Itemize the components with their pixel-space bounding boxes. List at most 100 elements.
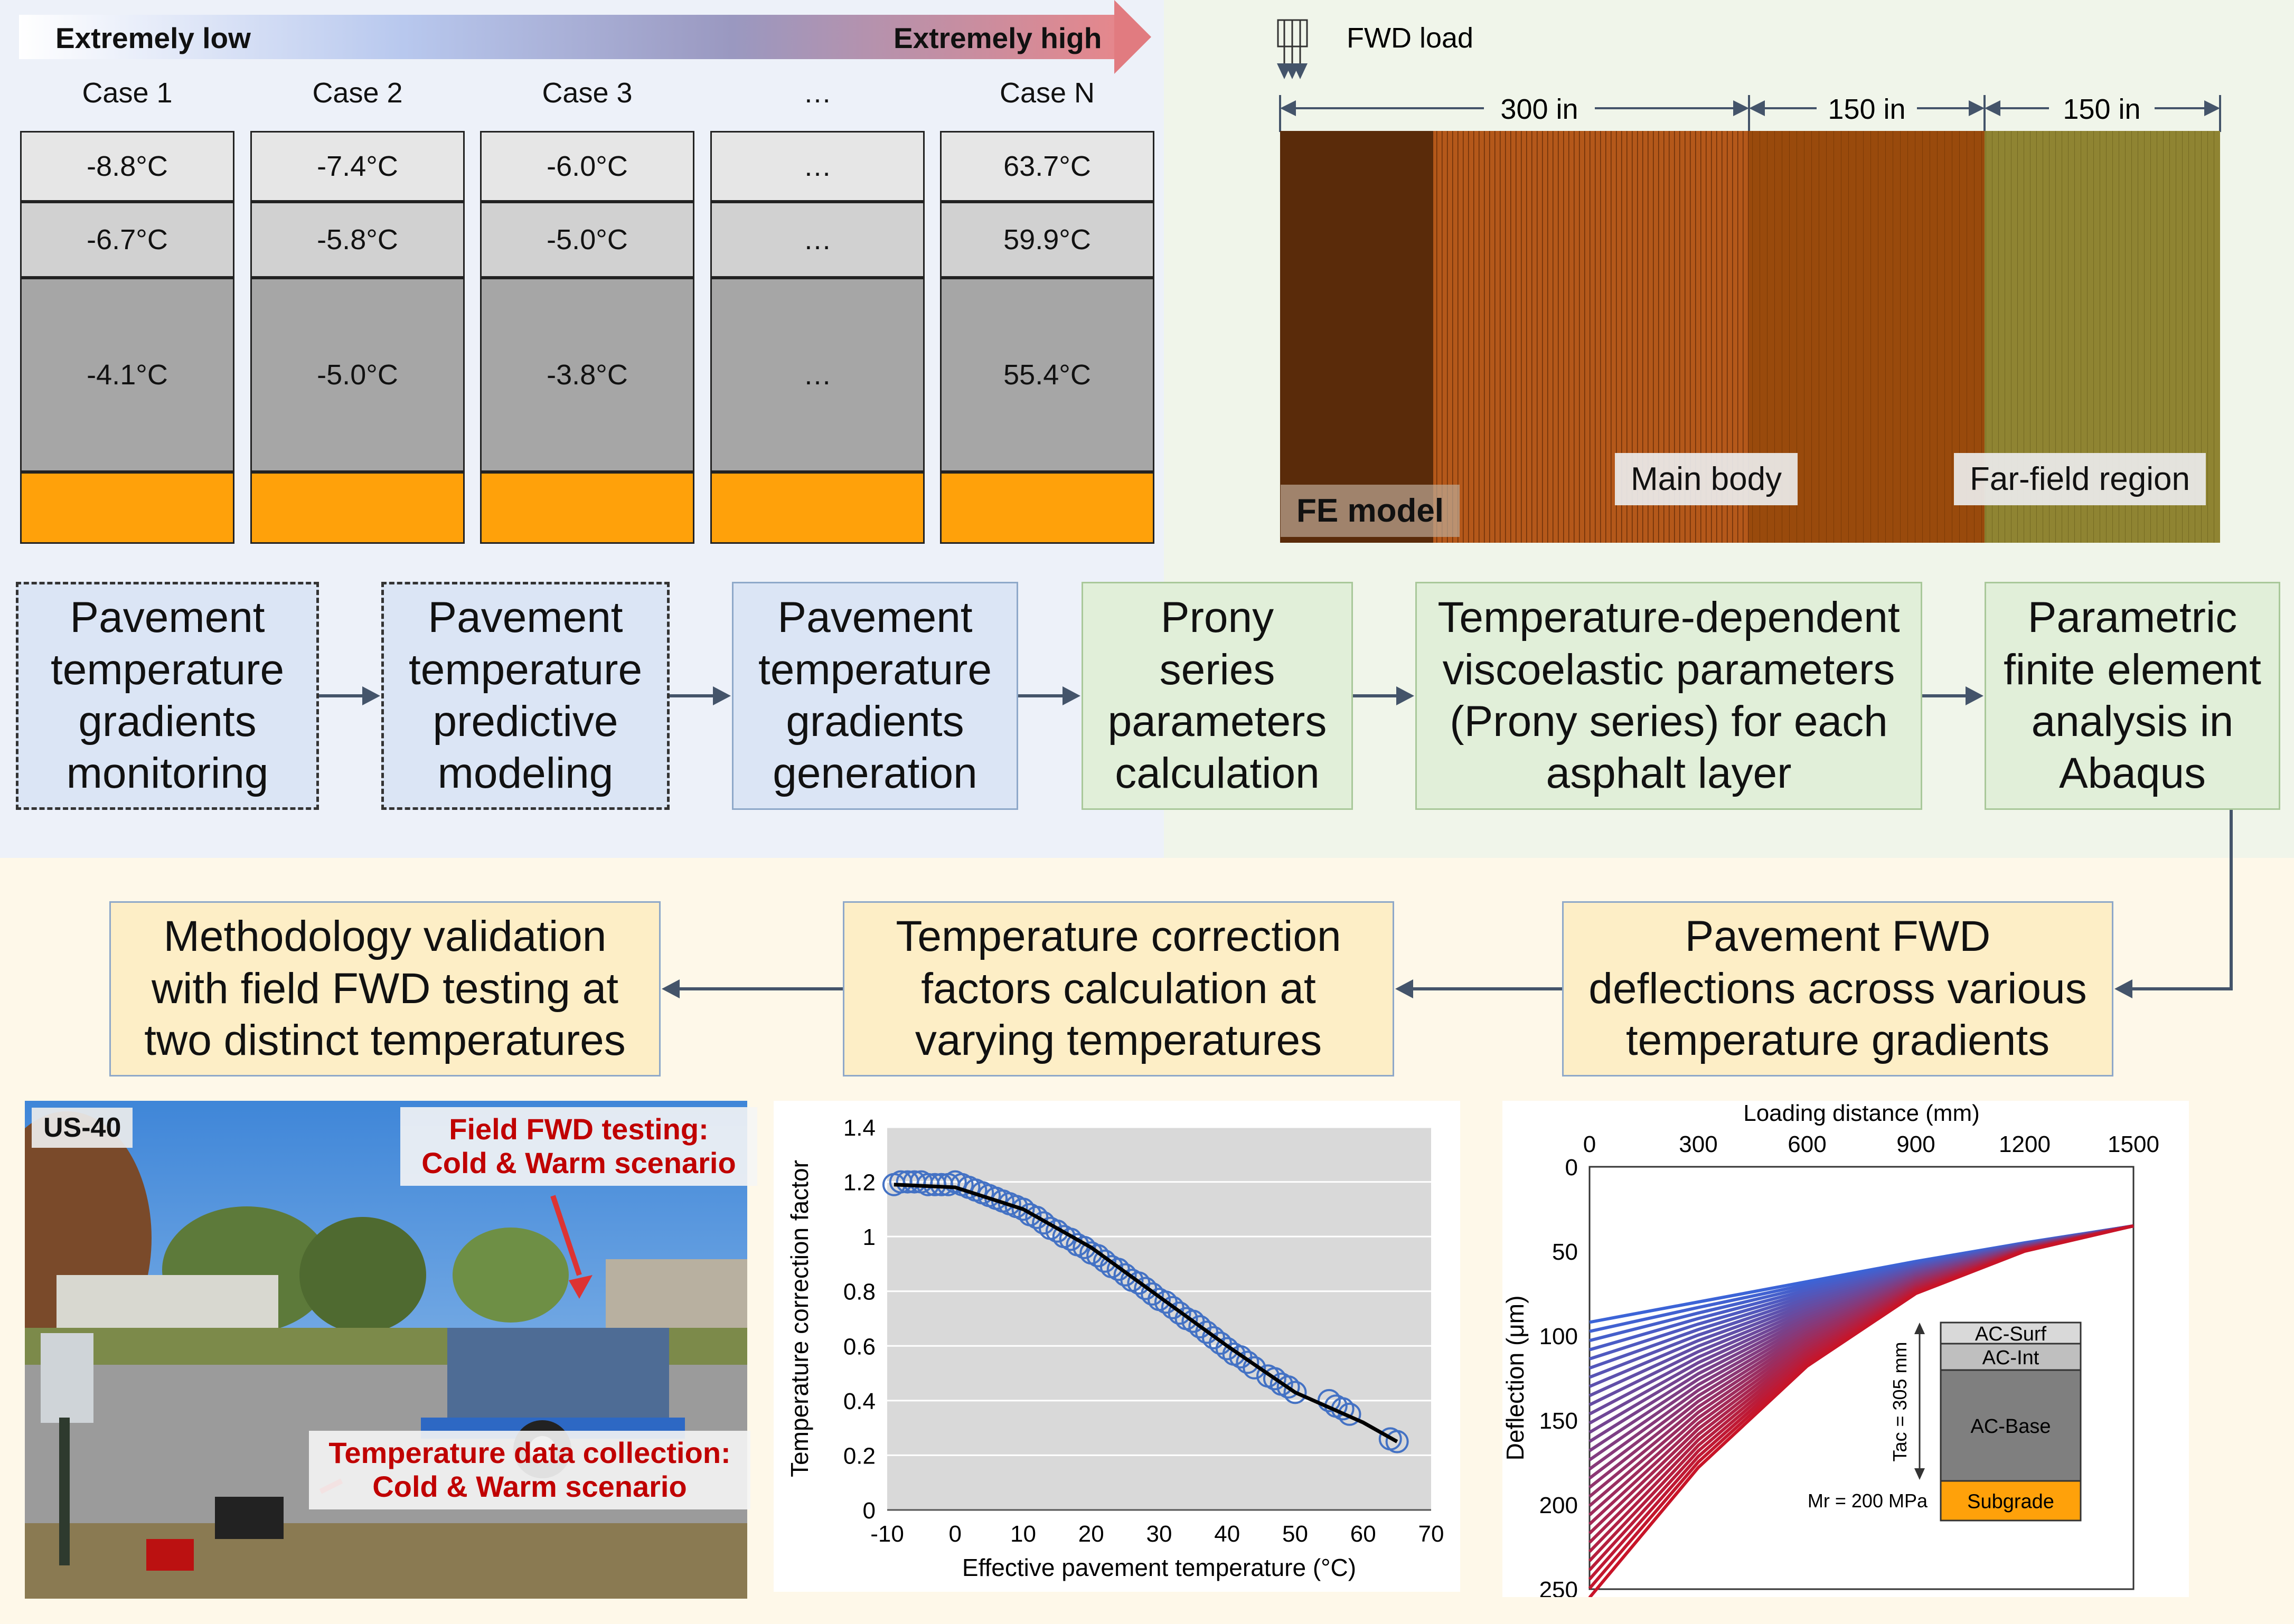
red-arrow-fwd — [550, 1195, 582, 1276]
x-tick-label: 50 — [1282, 1521, 1308, 1547]
data-point — [1141, 1282, 1164, 1306]
fwd-trailer-box — [447, 1328, 669, 1418]
y-axis-label: Temperature correction factor — [786, 1160, 813, 1477]
logger-post — [59, 1418, 70, 1565]
flow-box-fwd-deflections: Pavement FWD deflections across various … — [1562, 901, 2113, 1077]
fwd-load-label: FWD load — [1347, 22, 1473, 54]
building-right — [606, 1259, 747, 1333]
fwd-load-icon — [1277, 19, 1308, 79]
y-tick-label: 0.6 — [843, 1334, 876, 1359]
x-tick-label: -10 — [870, 1521, 904, 1547]
data-point — [1093, 1249, 1116, 1273]
correction-factor-chart: 00.20.40.60.811.21.4-10 0 10 20 30 40 50 60 70Ef… — [774, 1101, 1460, 1592]
roadside-grass — [25, 1523, 747, 1599]
x-tick-label: 0 — [949, 1521, 962, 1547]
layer-temperature-cell: -5.0°C — [250, 278, 465, 472]
y-tick-label: 0.4 — [843, 1389, 876, 1414]
inset-layer-label: Subgrade — [1967, 1491, 2054, 1513]
data-point — [1236, 1351, 1259, 1374]
layer-temperature-cell: … — [710, 278, 925, 472]
data-point — [1011, 1197, 1035, 1221]
layer-temperature-cell: 59.9°C — [940, 202, 1154, 278]
temperature-logger-box — [41, 1333, 93, 1423]
x-tick-label: 300 — [1679, 1131, 1717, 1157]
subgrade-cell — [480, 472, 694, 544]
field-testing-note: Field FWD testing: Cold & Warm scenario — [400, 1107, 757, 1186]
x-axis-label: Effective pavement temperature (°C) — [962, 1554, 1356, 1581]
scale-arrow-head — [1114, 0, 1151, 74]
tree-right — [453, 1228, 569, 1323]
y-tick-label: 0 — [1565, 1155, 1578, 1181]
inset-subgrade-label: Mr = 200 MPa — [1808, 1490, 1928, 1512]
dimension-150-b: 150 in — [2063, 93, 2140, 125]
flow-box-viscoelastic-parameters: Temperature-dependent viscoelastic param… — [1415, 582, 1922, 810]
y-tick-label: 100 — [1539, 1324, 1578, 1349]
y-tick-label: 0.2 — [843, 1443, 876, 1469]
layer-temperature-cell: -4.1°C — [20, 278, 234, 472]
y-tick-label: 250 — [1539, 1577, 1578, 1597]
data-point — [1032, 1211, 1056, 1235]
flow-box-correction-factors: Temperature correction factors calculati… — [843, 901, 1394, 1077]
y-tick-label: 1.2 — [843, 1170, 876, 1196]
subgrade-cell — [940, 472, 1154, 544]
fe-model-tag: FE model — [1281, 485, 1460, 537]
data-point — [1283, 1381, 1307, 1404]
data-point — [1243, 1356, 1266, 1380]
data-collection-note: Temperature data collection: Cold & Warm… — [309, 1431, 750, 1509]
site-label: US-40 — [32, 1108, 133, 1148]
x-tick-label: 30 — [1146, 1521, 1172, 1547]
deflection-chart: Loading distance (mm) 0 300 600 900 1200 1500 0… — [1502, 1101, 2189, 1597]
data-collection-cables — [146, 1539, 194, 1571]
data-point — [1263, 1367, 1286, 1391]
dimension-150-a: 150 in — [1828, 93, 1905, 125]
inset-layer-label: AC-Surf — [1975, 1323, 2047, 1345]
inset-layer — [1940, 1343, 2082, 1371]
inset-layer — [1940, 1369, 2082, 1482]
layer-temperature-cell: 63.7°C — [940, 131, 1154, 202]
x-tick-label: 0 — [1583, 1131, 1596, 1157]
scale-low-label: Extremely low — [55, 22, 251, 54]
laptop — [215, 1497, 284, 1539]
data-point — [1113, 1263, 1137, 1287]
subgrade-cell — [710, 472, 925, 544]
data-point — [1168, 1301, 1191, 1325]
field-photo — [25, 1101, 747, 1599]
flow-box-prony-calculation: Prony series parameters calculation — [1082, 582, 1353, 810]
x-tick-label: 600 — [1788, 1131, 1826, 1157]
data-point — [1338, 1402, 1361, 1426]
flow-box-parametric-fea: Parametric finite element analysis in Ab… — [1985, 582, 2280, 810]
data-point — [1073, 1235, 1096, 1259]
inset-arrow-top — [1914, 1323, 1925, 1334]
case-label: Case 3 — [542, 77, 633, 109]
inset-arrow-bottom — [1914, 1468, 1925, 1480]
data-point — [1059, 1228, 1083, 1251]
case-label: Case 1 — [82, 77, 173, 109]
y-tick-label: 0.8 — [843, 1279, 876, 1305]
flow-box-methodology-validation: Methodology validation with field FWD te… — [109, 901, 661, 1077]
data-point — [1317, 1389, 1341, 1412]
x-tick-label: 1500 — [2108, 1131, 2159, 1157]
x-tick-label: 900 — [1896, 1131, 1935, 1157]
x-axis-label: Loading distance (mm) — [1743, 1101, 1980, 1126]
x-tick-label: 40 — [1214, 1521, 1240, 1547]
layer-temperature-cell: 55.4°C — [940, 278, 1154, 472]
subgrade-cell — [20, 472, 234, 544]
case-label: … — [803, 77, 832, 109]
main-body-tag: Main body — [1615, 453, 1798, 505]
inset-layer-label: AC-Int — [1982, 1347, 2039, 1369]
flow-arrows — [319, 686, 2233, 998]
flow-box-monitoring: Pavement temperature gradients monitorin… — [16, 582, 319, 810]
y-tick-label: 0 — [863, 1498, 876, 1524]
y-tick-label: 1 — [863, 1224, 876, 1250]
layer-temperature-cell: … — [710, 131, 925, 202]
inset-layer — [1940, 1321, 2082, 1345]
layer-temperature-cell: -5.0°C — [480, 202, 694, 278]
layer-temperature-cell: -8.8°C — [20, 131, 234, 202]
inset-layer-label: AC-Base — [1970, 1415, 2051, 1438]
y-tick-label: 150 — [1539, 1408, 1578, 1434]
building — [57, 1275, 278, 1333]
dimension-300: 300 in — [1500, 93, 1578, 125]
case-label: Case N — [999, 77, 1095, 109]
y-tick-label: 1.4 — [843, 1115, 876, 1141]
plot-area — [887, 1127, 1431, 1510]
